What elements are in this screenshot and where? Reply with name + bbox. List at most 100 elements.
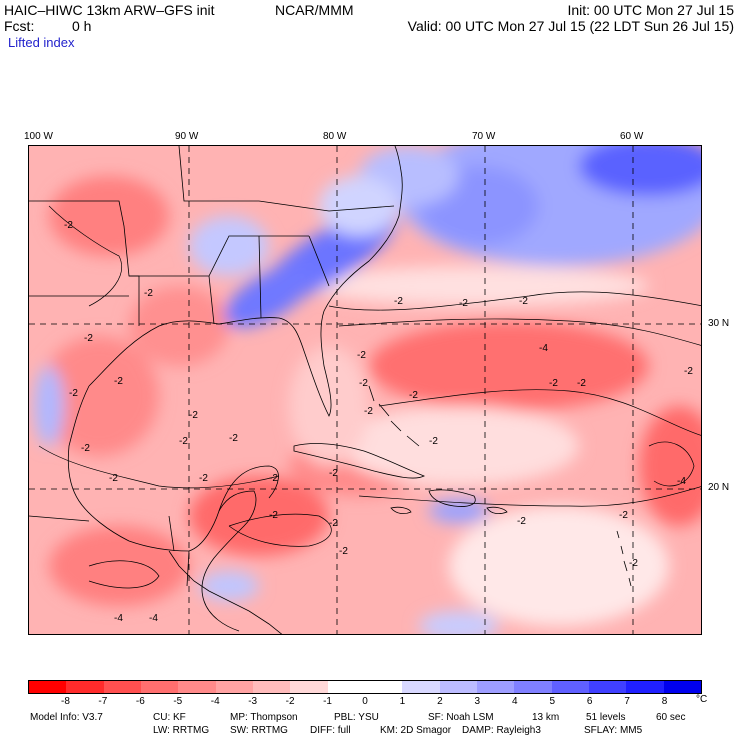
colorbar-cell — [402, 681, 440, 693]
lifted-index-map: -2 -2 -2 -2 -2 -2 -2 -2 -2 -2 -2 -2 -2 -… — [28, 145, 702, 635]
colorbar-tick-label: 7 — [624, 696, 630, 707]
contour-label: -2 — [517, 516, 526, 527]
contour-label: -2 — [329, 518, 338, 529]
contour-label: -2 — [179, 436, 188, 447]
valid-time: Valid: 00 UTC Mon 27 Jul 15 (22 LDT Sun … — [407, 18, 734, 34]
init-time: Init: 00 UTC Mon 27 Jul 15 — [567, 2, 734, 18]
lon-label-60w: 60 W — [620, 131, 644, 142]
colorbar-tick-label: 1 — [399, 696, 406, 707]
colorbar-cell — [327, 681, 365, 693]
contour-label: -2 — [329, 468, 338, 479]
info-diff: DIFF: full — [310, 725, 351, 736]
colorbar-tick-label: 4 — [511, 696, 518, 707]
contour-label: -2 — [549, 378, 558, 389]
info-pbl: PBL: YSU — [334, 712, 379, 723]
contour-label: -2 — [409, 390, 418, 401]
field-shading — [34, 146, 701, 634]
fcst-value: 0 h — [72, 18, 92, 34]
info-mp: MP: Thompson — [230, 712, 298, 723]
lat-label-20n: 20 N — [708, 482, 730, 493]
colorbar-cell — [439, 681, 477, 693]
colorbar-cell — [551, 681, 589, 693]
colorbar-tick-label: 8 — [661, 696, 668, 707]
contour-label: -2 — [629, 558, 638, 569]
lon-label-100w: 100 W — [24, 131, 53, 142]
colorbar-cell — [626, 681, 664, 693]
info-sw: SW: RRTMG — [230, 725, 288, 736]
contour-label: -2 — [269, 510, 278, 521]
contour-label-group: -2 -2 -2 -2 -2 -2 -2 -2 -2 -2 -2 -2 -2 -… — [64, 220, 693, 624]
contour-label: -4 — [149, 613, 158, 624]
coastlines — [29, 146, 632, 634]
colorbar — [28, 680, 702, 694]
org-label: NCAR/MMM — [275, 2, 354, 18]
info-resolution: 13 km — [532, 712, 560, 723]
contour-label: -2 — [359, 378, 368, 389]
contour-label: -2 — [69, 388, 78, 399]
info-cu: CU: KF — [153, 712, 186, 723]
colorbar-cell — [290, 681, 328, 693]
colorbar-tick-label: -7 — [98, 696, 108, 707]
contour-label: -2 — [229, 433, 238, 444]
contour-label: -4 — [114, 613, 123, 624]
colorbar-cell — [252, 681, 291, 693]
contour-lines — [38, 205, 701, 589]
colorbar-cell — [140, 681, 179, 693]
lon-label-90w: 90 W — [175, 131, 199, 142]
model-title: HAIC–HIWC 13km ARW–GFS init — [4, 2, 215, 18]
contour-label: -2 — [364, 406, 373, 417]
colorbar-tick-label: -5 — [173, 696, 183, 707]
info-lw: LW: RRTMG — [153, 725, 210, 736]
lat-lon-grid — [29, 146, 701, 634]
info-sflay: SFLAY: MM5 — [584, 725, 643, 736]
contour-label: -2 — [114, 376, 123, 387]
contour-label: -4 — [677, 476, 686, 487]
colorbar-cell — [588, 681, 627, 693]
contour-label: -2 — [199, 473, 208, 484]
colorbar-cell — [663, 681, 701, 693]
contour-label: -2 — [64, 220, 73, 231]
colorbar-tick-label: 3 — [474, 696, 481, 707]
info-sf: SF: Noah LSM — [428, 712, 494, 723]
colorbar-cell — [514, 681, 552, 693]
info-km: KM: 2D Smagor — [380, 725, 452, 736]
colorbar-cell — [178, 681, 216, 693]
contour-label: -2 — [394, 296, 403, 307]
colorbar-tick-label: 5 — [549, 696, 555, 707]
colorbar-cell — [364, 681, 403, 693]
colorbar-tick-label: -8 — [60, 696, 70, 707]
colorbar-tick-label: -1 — [323, 696, 332, 707]
colorbar-cell — [29, 681, 67, 693]
contour-label: -2 — [189, 410, 198, 421]
contour-label: -2 — [459, 298, 468, 309]
contour-label: -2 — [577, 378, 586, 389]
colorbar-tick-label: 6 — [586, 696, 593, 707]
colorbar-tick-label: 0 — [362, 696, 368, 707]
contour-label: -2 — [339, 546, 348, 557]
colorbar-cell — [215, 681, 253, 693]
field-name: Lifted index — [8, 35, 75, 50]
info-timestep: 60 sec — [656, 712, 686, 723]
map-svg: -2 -2 -2 -2 -2 -2 -2 -2 -2 -2 -2 -2 -2 -… — [29, 146, 701, 634]
lon-label-80w: 80 W — [323, 131, 347, 142]
contour-label: -2 — [81, 443, 90, 454]
contour-label: -2 — [269, 473, 278, 484]
contour-label: -2 — [519, 296, 528, 307]
colorbar-tick-label: -3 — [248, 696, 258, 707]
lon-label-70w: 70 W — [472, 131, 496, 142]
info-damp: DAMP: Rayleigh3 — [462, 725, 541, 736]
contour-label: -2 — [684, 366, 693, 377]
info-levels: 51 levels — [586, 712, 626, 723]
colorbar-cell — [66, 681, 104, 693]
contour-label: -2 — [357, 350, 366, 361]
colorbar-unit: °C — [696, 694, 708, 705]
contour-label: -2 — [84, 333, 93, 344]
contour-label: -2 — [109, 473, 118, 484]
colorbar-tick-label: 2 — [437, 696, 443, 707]
colorbar-tick-label: -2 — [285, 696, 295, 707]
colorbar-cell — [103, 681, 141, 693]
colorbar-cell — [476, 681, 515, 693]
contour-label: -4 — [539, 343, 548, 354]
colorbar-tick-label: -6 — [135, 696, 145, 707]
info-model: Model Info: V3.7 — [30, 712, 103, 723]
